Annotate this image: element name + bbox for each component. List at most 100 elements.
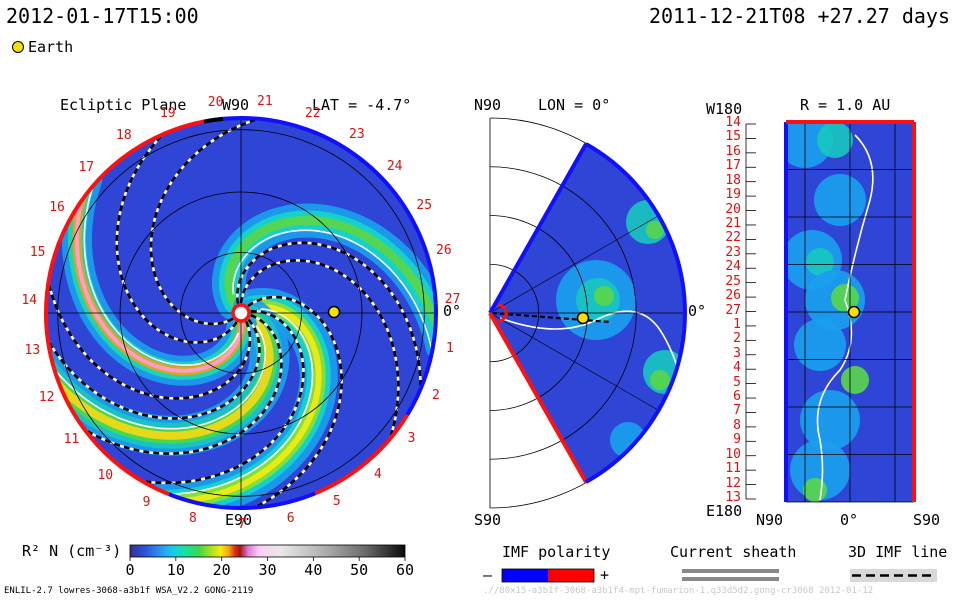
current-sheath-swatch-2 (682, 577, 779, 581)
ecliptic-day-label-7: 27 (444, 291, 461, 307)
earth-marker-meridional (576, 311, 590, 325)
rim-arc-1 (405, 303, 438, 416)
ecliptic-day-label-20: 13 (24, 342, 41, 358)
imf-line-2 (229, 295, 343, 508)
date-right: 2011-12-21T08 +27.27 days (648, 4, 950, 28)
meridional-edge-north (488, 143, 588, 314)
colorbar-tick-1: 10 (166, 561, 185, 579)
ecliptic-day-label-17: 10 (97, 467, 114, 483)
ecliptic-title: Ecliptic Plane (60, 96, 187, 114)
imf-polarity-title: IMF polarity (502, 543, 611, 561)
meridional-north-label: N90 (474, 96, 502, 114)
ecliptic-day-label-12: 5 (332, 494, 341, 510)
meridional-imf-line (491, 311, 611, 324)
sphere-day-label-5: 19 (725, 187, 741, 203)
sphere-panel (745, 120, 916, 503)
sphere-day-label-3: 17 (725, 158, 741, 174)
sphere-day-label-14: 1 (733, 316, 741, 332)
earth-marker-icon (12, 41, 24, 53)
ecliptic-day-label-24: 17 (78, 160, 95, 176)
current-sheath-line-3 (83, 166, 240, 366)
ecliptic-day-label-14: 7 (237, 516, 246, 532)
ecliptic-day-label-25: 18 (116, 128, 132, 144)
colorbar-tick-6: 60 (395, 561, 415, 579)
ecliptic-day-label-19: 12 (38, 389, 55, 405)
meridional-south-label: S90 (474, 511, 502, 529)
meridional-zero-label: 0° (688, 302, 707, 320)
sphere-blob-11 (803, 478, 827, 502)
sphere-day-label-15: 2 (733, 331, 741, 347)
colorbar (129, 544, 406, 561)
sphere-day-label-11: 25 (725, 273, 741, 289)
colorbar-tick-2: 20 (212, 561, 231, 579)
sphere-day-label-10: 24 (725, 259, 741, 275)
sphere-bottom-label: E180 (706, 502, 743, 520)
colorbar-tick-0: 0 (125, 561, 135, 579)
meridional-blob-6 (650, 370, 670, 390)
ecliptic-north-label: W90 (222, 96, 250, 114)
sphere-day-label-13: 27 (725, 302, 741, 318)
rim-arc-3 (168, 491, 317, 510)
sphere-day-label-2: 16 (725, 143, 741, 159)
sphere-day-label-17: 4 (733, 360, 741, 376)
current-sheath-line-1 (147, 308, 314, 496)
sphere-day-label-12: 26 (725, 288, 741, 304)
sphere-day-label-0: 14 (725, 115, 741, 130)
sphere-day-label-22: 9 (733, 432, 741, 448)
ecliptic-day-label-16: 9 (142, 494, 151, 510)
ecliptic-day-label-10: 3 (407, 430, 416, 446)
sphere-day-label-19: 6 (733, 389, 741, 405)
sphere-x-label-0: 0° (840, 511, 859, 529)
legend-area (501, 568, 937, 583)
ecliptic-day-label-11: 4 (373, 466, 382, 482)
ecliptic-day-label-13: 6 (286, 511, 295, 527)
sphere-day-label-4: 18 (725, 172, 741, 188)
ecliptic-day-label-1: 21 (257, 94, 273, 110)
sphere-x-label-s90: S90 (913, 511, 941, 529)
sphere-day-label-9: 23 (725, 244, 741, 260)
sun-icon (231, 303, 251, 323)
colorbar-label: R² N (cm⁻³) (22, 542, 122, 560)
ecliptic-day-label-8: 1 (445, 341, 454, 357)
earth-legend: Earth (12, 38, 73, 56)
sphere-r-label: R = 1.0 AU (800, 96, 891, 114)
colorbar-tick-4: 40 (304, 561, 323, 579)
sphere-day-label-20: 7 (733, 403, 741, 419)
colorbar-gradient (129, 544, 406, 558)
imf-negative-swatch (502, 569, 548, 582)
ecliptic-day-label-0: 20 (207, 94, 224, 110)
model-info: ENLIL-2.7 lowres-3068-a3b1f WSA_V2.2 GON… (4, 586, 254, 596)
ecliptic-lat-label: LAT = -4.7° (312, 96, 412, 114)
ecliptic-day-label-22: 15 (29, 244, 46, 260)
sphere-day-label-7: 21 (725, 215, 741, 231)
imf-line-4 (62, 314, 283, 455)
ecliptic-panel (44, 116, 438, 510)
colorbar-tick-5: 50 (350, 561, 369, 579)
imf-plus-label: + (600, 566, 610, 584)
current-sheath-swatch-1 (682, 569, 779, 573)
meridional-rim-upper (585, 142, 687, 314)
sphere-day-label-23: 10 (725, 446, 741, 462)
imf-line-1 (239, 259, 400, 464)
imf-minus-label: – (483, 566, 493, 584)
ecliptic-day-label-18: 11 (63, 432, 80, 448)
ecliptic-day-label-9: 2 (432, 388, 440, 404)
meridional-grid-ray-2 (489, 312, 660, 411)
sphere-day-label-24: 11 (725, 461, 741, 477)
current-sheath-title: Current sheath (670, 543, 797, 561)
meridional-blob-4 (646, 221, 664, 239)
imf-line-0 (236, 241, 422, 416)
imf-line-8 (149, 118, 285, 326)
imf-line-title: 3D IMF line (848, 543, 948, 561)
current-sheath-line-2 (46, 325, 267, 430)
ecliptic-day-label-5: 25 (416, 198, 433, 214)
rim-arc-6 (203, 116, 224, 124)
ecliptic-zero-label: 0° (443, 302, 462, 320)
imf-positive-swatch (548, 569, 594, 582)
sphere-day-label-21: 8 (733, 417, 741, 433)
ecliptic-day-label-21: 14 (21, 293, 38, 309)
ecliptic-day-label-6: 26 (436, 243, 452, 259)
rim-arc-4 (52, 368, 170, 497)
sphere-day-label-18: 5 (733, 374, 741, 390)
